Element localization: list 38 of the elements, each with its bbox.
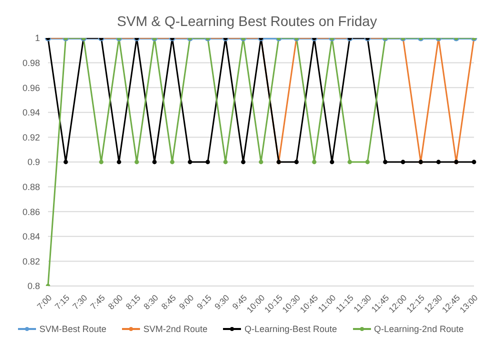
point <box>258 160 264 164</box>
point <box>188 160 192 164</box>
point <box>400 160 406 164</box>
point <box>99 160 104 164</box>
point <box>330 160 334 164</box>
y-tick-label: 0.88 <box>22 182 40 192</box>
point <box>312 160 316 164</box>
y-tick-label: 0.84 <box>22 232 40 242</box>
point <box>472 160 476 164</box>
legend-label: SVM-Best Route <box>39 324 106 334</box>
y-tick-label: 0.96 <box>22 82 40 93</box>
point <box>206 160 210 164</box>
y-tick-label: 0.98 <box>22 58 40 68</box>
legend-label: Q-Learning-2nd Route <box>374 324 464 334</box>
point <box>134 160 139 164</box>
y-tick-label: 0.82 <box>22 256 40 266</box>
point <box>241 160 246 164</box>
point <box>152 160 157 164</box>
point <box>64 160 68 164</box>
y-tick-label: 0.94 <box>22 108 40 118</box>
y-tick-label: 0.8 <box>27 281 40 292</box>
legend-label: Q-Learning-Best Route <box>244 324 338 334</box>
x-tick-label: 7:00 <box>34 292 54 312</box>
chart-title: SVM & Q-Learning Best Routes on Friday <box>116 12 378 31</box>
point <box>436 160 441 164</box>
point <box>116 160 122 164</box>
point <box>365 160 370 164</box>
point <box>383 160 388 164</box>
y-tick-label: 1 <box>34 33 40 44</box>
y-tick-label: 0.9 <box>27 157 40 168</box>
y-tick-label: 0.92 <box>22 132 40 142</box>
point <box>170 160 174 164</box>
point <box>223 160 228 164</box>
point <box>294 160 299 164</box>
x-tick-label: 7:30 <box>70 292 90 312</box>
point <box>348 160 352 164</box>
legend-label: SVM-2nd Route <box>143 324 208 334</box>
y-tick-label: 0.86 <box>22 206 40 217</box>
